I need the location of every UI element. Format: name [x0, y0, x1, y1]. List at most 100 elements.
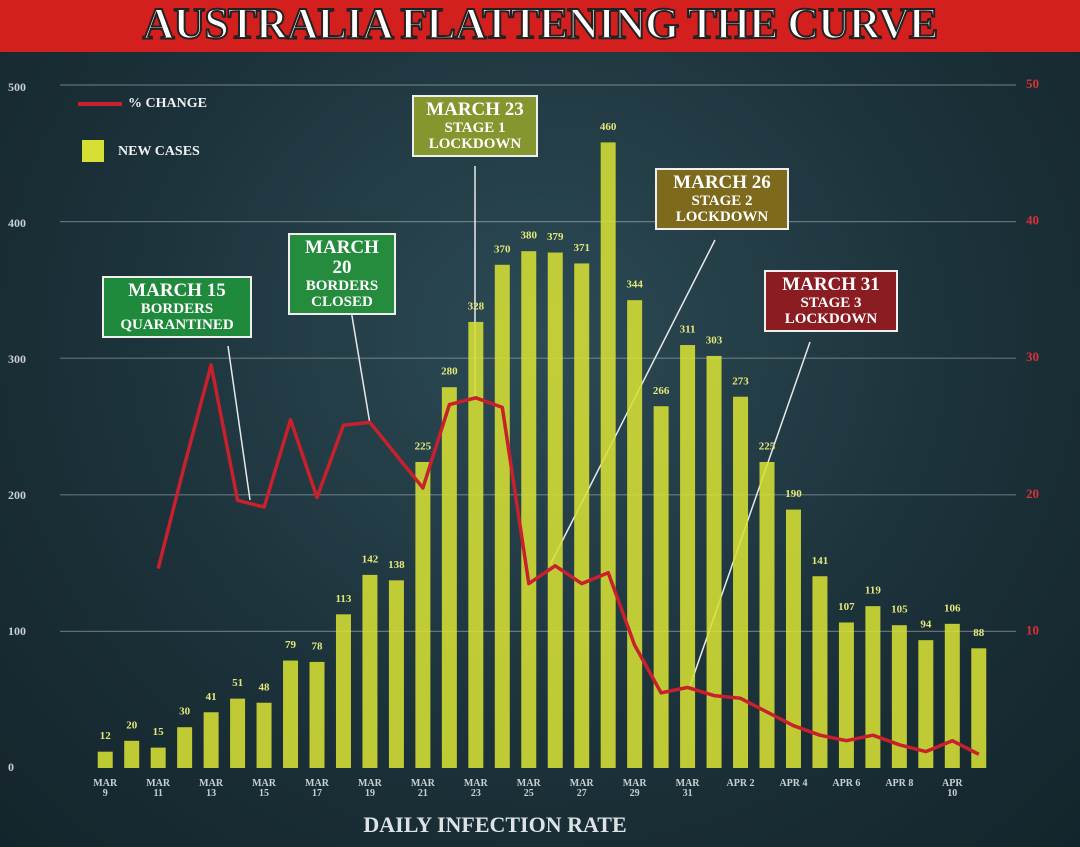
bar-value-label: 370: [494, 243, 511, 255]
annotation-leader: [227, 345, 251, 501]
x-tick-label: MAR 13: [199, 778, 224, 799]
bar-value-label: 15: [153, 726, 165, 738]
bar-value-label: 280: [441, 366, 458, 378]
bar: [653, 406, 669, 768]
x-tick-label: MAR 27: [569, 778, 594, 799]
bar: [838, 622, 854, 768]
bar-value-label: 94: [920, 619, 932, 631]
annotation: MARCH 31 STAGE 3 LOCKDOWN: [764, 270, 898, 332]
x-tick-label: MAR 11: [146, 778, 171, 799]
bar: [177, 727, 193, 768]
bar: [785, 509, 801, 768]
x-tick-label: APR 4: [779, 778, 808, 789]
bar: [600, 142, 616, 768]
bar: [415, 462, 431, 768]
y-tick-label: 400: [8, 216, 26, 230]
chart-title: AUSTRALIA FLATTENING THE CURVE: [142, 0, 939, 49]
bar: [283, 660, 299, 768]
bar: [124, 740, 140, 768]
bar-value-label: 138: [388, 559, 405, 571]
bar-value-label: 119: [865, 585, 881, 597]
bar-value-label: 51: [232, 677, 243, 689]
bar: [521, 251, 537, 768]
bar: [944, 623, 960, 768]
bar-value-label: 303: [706, 334, 723, 346]
bar: [733, 396, 749, 768]
y-tick-label: 500: [8, 80, 26, 94]
x-tick-label: MAR 21: [410, 778, 435, 799]
bar-value-label: 225: [415, 441, 432, 453]
annotation-leader: [349, 303, 371, 425]
bar: [230, 698, 246, 768]
bar-value-label: 371: [573, 242, 590, 254]
x-tick-label: MAR 17: [305, 778, 329, 799]
bar: [918, 640, 934, 768]
bar-value-label: 266: [653, 385, 670, 397]
bar-value-label: 460: [600, 121, 617, 133]
annotation-text: STAGE 3 LOCKDOWN: [784, 295, 878, 327]
bar-value-label: 379: [547, 231, 564, 243]
bar-value-label: 20: [126, 719, 138, 731]
bar-value-label: 12: [100, 730, 112, 742]
y2-tick-label: 10: [1026, 622, 1039, 637]
bar-value-label: 41: [206, 691, 217, 703]
bar: [335, 614, 351, 768]
bar: [547, 252, 563, 768]
bar-value-label: 113: [336, 593, 352, 605]
bar: [441, 387, 457, 768]
y-tick-label: 200: [8, 488, 26, 502]
bar-value-label: 225: [759, 441, 776, 453]
x-tick-label: MAR 31: [675, 778, 700, 799]
x-tick-label: MAR 23: [463, 778, 488, 799]
bar: [468, 321, 484, 768]
legend-label: NEW CASES: [118, 144, 200, 159]
bar: [150, 747, 166, 768]
bar-value-label: 344: [626, 279, 643, 291]
bar-value-label: 79: [285, 639, 297, 651]
bar-value-label: 328: [468, 300, 485, 312]
y-tick-label: 0: [8, 760, 14, 774]
x-tick-label: MAR 15: [252, 778, 276, 799]
y-tick-label: 300: [8, 352, 26, 366]
annotation-title: MARCH 15: [128, 280, 226, 301]
bar-value-label: 142: [362, 553, 379, 565]
bar: [680, 345, 696, 768]
bar-value-label: 105: [891, 604, 908, 616]
bar-value-label: 78: [312, 640, 324, 652]
x-tick-label: MAR 19: [357, 778, 382, 799]
x-axis-label: DAILY INFECTION RATE: [363, 812, 627, 837]
x-tick-label: MAR 29: [622, 778, 647, 799]
x-tick-label: APR 8: [885, 778, 914, 789]
bar-value-label: 141: [812, 555, 829, 567]
annotation-text: STAGE 2 LOCKDOWN: [675, 193, 769, 225]
annotation-title: MARCH 31: [782, 274, 880, 295]
annotation: MARCH 15 BORDERS QUARANTINED: [102, 276, 252, 338]
y2-tick-label: 50: [1026, 76, 1039, 91]
title-bar: [0, 0, 1080, 52]
annotation-title: MARCH 23: [426, 99, 524, 120]
bar-value-label: 380: [521, 230, 538, 242]
bar-value-label: 30: [179, 706, 191, 718]
bar: [494, 264, 510, 768]
bar: [627, 300, 643, 768]
bar: [891, 625, 907, 768]
bar: [203, 712, 219, 768]
annotation: MARCH 26 STAGE 2 LOCKDOWN: [655, 168, 789, 230]
y2-tick-label: 30: [1026, 349, 1039, 364]
bar: [812, 576, 828, 768]
annotation-title: MARCH 26: [673, 172, 771, 193]
bar: [706, 355, 722, 768]
annotation-text: BORDERS CLOSED: [305, 278, 379, 310]
bar: [309, 661, 325, 768]
annotation: MARCH 23 STAGE 1 LOCKDOWN: [412, 95, 538, 157]
x-tick-label: MAR 25: [516, 778, 541, 799]
legend-swatch: [82, 140, 104, 162]
bar-value-label: 88: [973, 627, 985, 639]
bar: [388, 580, 404, 768]
y2-tick-label: 20: [1026, 486, 1039, 501]
legend-label: % CHANGE: [128, 96, 207, 111]
x-tick-label: APR 10: [942, 778, 963, 799]
y-tick-label: 100: [8, 624, 26, 638]
